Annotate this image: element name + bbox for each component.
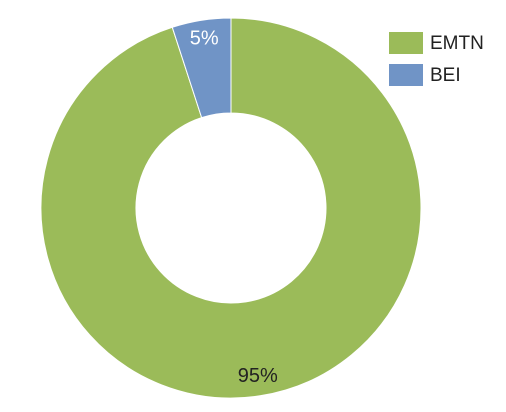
value-label: 95% — [238, 365, 278, 387]
donut-slice — [40, 17, 422, 399]
donut-slice — [171, 17, 232, 119]
legend-swatch — [389, 32, 423, 54]
legend-swatch — [389, 64, 423, 86]
value-label: 5% — [190, 27, 219, 49]
legend-label: EMTN — [430, 33, 484, 54]
legend-label: BEI — [430, 65, 461, 86]
